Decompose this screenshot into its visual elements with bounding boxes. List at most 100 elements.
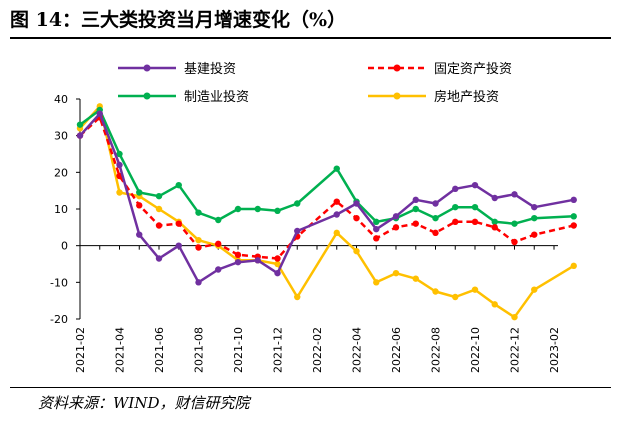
data-point — [373, 218, 380, 226]
legend-item-2: 制造业投资 — [118, 89, 249, 105]
source-note: 资料来源：WIND，财信研究院 — [38, 394, 250, 412]
data-point — [136, 231, 143, 238]
data-point — [234, 205, 242, 213]
data-point — [155, 205, 163, 213]
data-point — [155, 222, 163, 229]
data-point — [116, 189, 123, 196]
data-point — [215, 240, 222, 248]
y-tick-label: 0 — [61, 240, 68, 253]
data-point — [333, 198, 340, 205]
data-point — [333, 165, 340, 172]
data-point — [274, 260, 281, 268]
data-point — [294, 227, 301, 235]
data-point — [373, 225, 380, 233]
data-point — [511, 191, 518, 198]
data-point — [96, 110, 103, 117]
legend-swatch-marker — [143, 92, 151, 100]
data-point — [76, 121, 84, 128]
data-point — [570, 213, 577, 220]
title-rule — [10, 37, 611, 39]
data-point — [294, 293, 301, 301]
data-point — [531, 286, 538, 293]
x-tick-label: 2021-04 — [114, 327, 127, 373]
x-tick-label: 2022-08 — [430, 327, 443, 373]
data-point — [274, 269, 281, 277]
y-tick-label: 20 — [54, 166, 68, 179]
data-point — [412, 196, 419, 204]
data-point — [254, 257, 261, 264]
data-point — [491, 301, 498, 308]
chart-series — [76, 103, 577, 321]
x-tick-label: 2021-12 — [272, 327, 285, 373]
data-point — [155, 192, 163, 200]
x-tick-label: 2021-08 — [193, 327, 206, 373]
x-tick-label: 2021-10 — [232, 327, 245, 373]
data-point — [471, 286, 479, 293]
x-tick-label: 2023-02 — [548, 327, 561, 373]
data-point — [471, 181, 479, 189]
data-point — [333, 211, 340, 218]
legend-label: 房地产投资 — [434, 89, 499, 105]
series-line — [79, 105, 575, 319]
y-tick-label: 40 — [54, 93, 68, 106]
series-line — [79, 112, 575, 284]
data-point — [491, 224, 498, 231]
source-rule — [10, 387, 611, 388]
data-point — [491, 218, 498, 226]
data-point — [195, 209, 202, 216]
data-point — [471, 218, 479, 226]
data-point — [234, 251, 242, 259]
data-point — [531, 231, 538, 238]
data-point — [373, 235, 380, 242]
data-point — [234, 258, 242, 266]
series-0 — [76, 110, 577, 286]
data-point — [373, 279, 380, 286]
legend-label: 固定资产投资 — [434, 61, 512, 77]
data-point — [116, 161, 123, 169]
legend-item-1: 固定资产投资 — [368, 61, 512, 77]
data-point — [412, 205, 419, 213]
data-point — [76, 132, 84, 139]
data-point — [175, 181, 182, 189]
data-point — [570, 196, 577, 204]
y-tick-label: -10 — [50, 276, 68, 289]
data-point — [136, 189, 143, 196]
figure-title: 图 14：三大类投资当月增速变化（%） — [10, 9, 347, 31]
data-point — [491, 194, 498, 202]
data-point — [195, 279, 202, 286]
chart-axes: 40 30 20 10 0 -10 -20 2021-02 2021-04 2021-06 2021… — [50, 93, 561, 373]
data-point — [274, 207, 281, 215]
data-point — [353, 247, 360, 255]
data-point — [471, 203, 479, 211]
x-tick-label: 2022-02 — [311, 327, 324, 373]
data-point — [511, 313, 518, 321]
data-point — [155, 255, 163, 262]
data-point — [452, 293, 459, 301]
data-point — [511, 220, 518, 227]
data-point — [175, 242, 182, 249]
data-point — [353, 214, 360, 222]
data-point — [195, 244, 202, 251]
data-point — [570, 262, 577, 270]
data-point — [116, 150, 123, 158]
data-point — [412, 220, 419, 227]
legend-item-0: 基建投资 — [118, 61, 236, 77]
y-tick-label: 30 — [54, 130, 68, 143]
data-point — [392, 269, 400, 277]
data-point — [511, 238, 518, 246]
x-tick-label: 2022-04 — [351, 327, 364, 373]
legend-item-3: 房地产投资 — [368, 89, 499, 105]
x-tick-label: 2021-06 — [153, 327, 166, 373]
series-1 — [76, 114, 577, 262]
legend-swatch-marker — [393, 64, 401, 72]
x-tick-label: 2022-10 — [469, 327, 482, 373]
x-tick-label: 2021-02 — [74, 327, 87, 373]
data-point — [432, 229, 439, 237]
series-line — [79, 108, 574, 225]
series-line — [79, 116, 575, 260]
data-point — [195, 236, 202, 244]
data-point — [392, 213, 400, 220]
legend-label: 基建投资 — [184, 61, 236, 77]
